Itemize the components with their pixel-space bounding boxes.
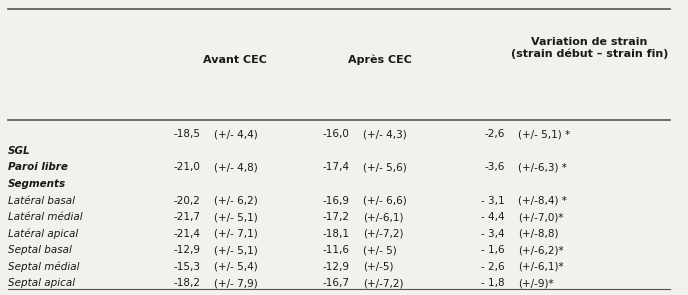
Text: -12,9: -12,9 [174,245,201,255]
Text: (+/-9)*: (+/-9)* [519,278,554,289]
Text: (+/- 5,6): (+/- 5,6) [363,163,407,173]
Text: -16,0: -16,0 [323,129,350,139]
Text: (+/- 5): (+/- 5) [363,245,397,255]
Text: (+/- 4,4): (+/- 4,4) [214,129,258,139]
Text: (+/- 6,2): (+/- 6,2) [214,196,258,206]
Text: Après CEC: Après CEC [348,55,412,65]
Text: (+/-7,2): (+/-7,2) [363,278,403,289]
Text: -17,4: -17,4 [323,163,350,173]
Text: (+/- 5,1) *: (+/- 5,1) * [519,129,570,139]
Text: Latéral basal: Latéral basal [8,196,75,206]
Text: (+/-7,2): (+/-7,2) [363,229,403,239]
Text: Septal médial: Septal médial [8,262,80,272]
Text: Latéral médial: Latéral médial [8,212,83,222]
Text: - 3,4: - 3,4 [482,229,505,239]
Text: -16,7: -16,7 [323,278,350,289]
Text: Septal basal: Septal basal [8,245,72,255]
Text: (+/- 5,1): (+/- 5,1) [214,245,258,255]
Text: -16,9: -16,9 [323,196,350,206]
Text: Variation de strain
(strain début – strain fin): Variation de strain (strain début – stra… [510,37,668,59]
Text: -12,9: -12,9 [323,262,350,272]
Text: (+/-5): (+/-5) [363,262,394,272]
Text: (+/- 5,4): (+/- 5,4) [214,262,258,272]
Text: (+/- 7,1): (+/- 7,1) [214,229,258,239]
Text: Segments: Segments [8,179,66,189]
Text: (+/-6,1): (+/-6,1) [363,212,403,222]
Text: - 1,6: - 1,6 [482,245,505,255]
Text: Avant CEC: Avant CEC [203,55,266,65]
Text: (+/- 4,8): (+/- 4,8) [214,163,258,173]
Text: -21,7: -21,7 [174,212,201,222]
Text: -2,6: -2,6 [484,129,505,139]
Text: (+/-6,1)*: (+/-6,1)* [519,262,564,272]
Text: - 2,6: - 2,6 [482,262,505,272]
Text: (+/- 7,9): (+/- 7,9) [214,278,258,289]
Text: (+/-6,2)*: (+/-6,2)* [519,245,564,255]
Text: -21,0: -21,0 [174,163,201,173]
Text: (+/-7,0)*: (+/-7,0)* [519,212,564,222]
Text: -18,1: -18,1 [323,229,350,239]
Text: -20,2: -20,2 [174,196,201,206]
Text: Latéral apical: Latéral apical [8,228,78,239]
Text: (+/-6,3) *: (+/-6,3) * [519,163,568,173]
Text: - 4,4: - 4,4 [482,212,505,222]
Text: (+/- 5,1): (+/- 5,1) [214,212,258,222]
Text: (+/- 4,3): (+/- 4,3) [363,129,407,139]
Text: SGL: SGL [8,146,31,156]
Text: - 1,8: - 1,8 [482,278,505,289]
Text: -11,6: -11,6 [323,245,350,255]
Text: (+/-8,8): (+/-8,8) [519,229,559,239]
Text: -3,6: -3,6 [484,163,505,173]
Text: Septal apical: Septal apical [8,278,75,289]
Text: -15,3: -15,3 [174,262,201,272]
Text: -18,2: -18,2 [174,278,201,289]
Text: - 3,1: - 3,1 [482,196,505,206]
Text: (+/- 6,6): (+/- 6,6) [363,196,407,206]
Text: -21,4: -21,4 [174,229,201,239]
Text: Paroi libre: Paroi libre [8,163,68,173]
Text: -17,2: -17,2 [323,212,350,222]
Text: (+/-8,4) *: (+/-8,4) * [519,196,568,206]
Text: -18,5: -18,5 [174,129,201,139]
